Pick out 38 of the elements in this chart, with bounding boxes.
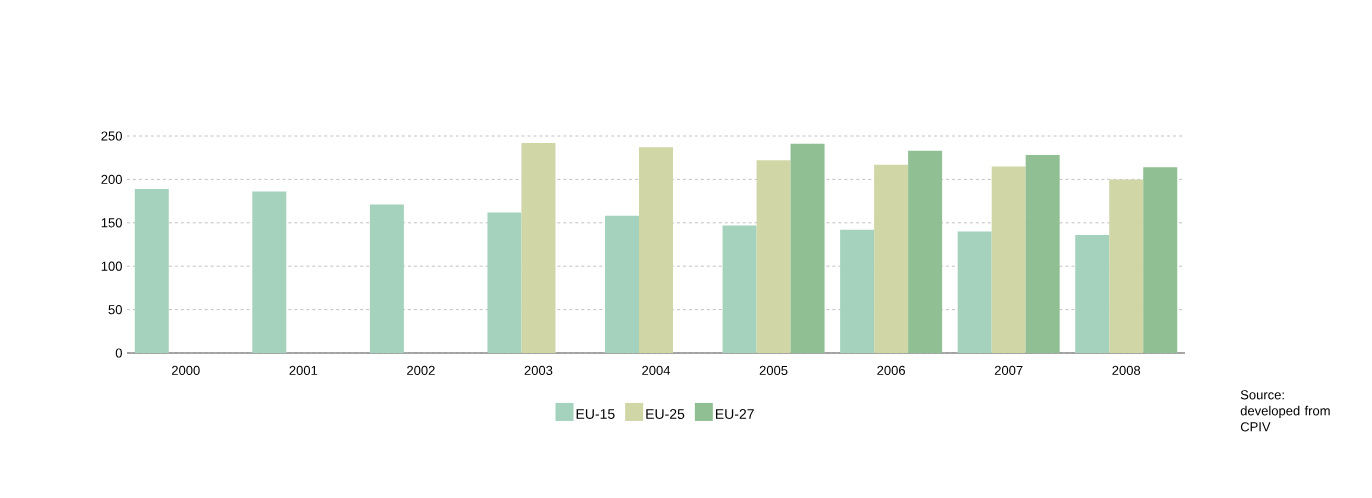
bar — [369, 204, 404, 353]
bar — [840, 229, 875, 353]
bar — [252, 191, 287, 353]
legend-label: EU-27 — [715, 409, 754, 419]
x-tick-label: 2005 — [759, 365, 788, 375]
x-tick-label: 2004 — [642, 365, 671, 375]
bar — [487, 212, 522, 353]
bar — [722, 225, 757, 353]
y-tick-label: 0 — [115, 348, 122, 358]
bar — [605, 215, 640, 353]
bar — [1143, 167, 1178, 353]
bar — [134, 188, 169, 353]
legend-label: EU-15 — [576, 409, 615, 419]
y-tick-label: 250 — [101, 131, 122, 141]
y-tick-label: 100 — [101, 261, 122, 271]
bar — [639, 147, 674, 353]
x-tick-label: 2003 — [524, 365, 553, 375]
bar — [874, 164, 909, 353]
bar — [991, 166, 1026, 353]
y-tick-label: 50 — [108, 305, 122, 315]
x-tick-label: 2007 — [994, 365, 1023, 375]
legend-label: EU-25 — [646, 409, 685, 419]
y-tick-label: 150 — [101, 218, 122, 228]
x-tick-label: 2001 — [289, 365, 318, 375]
bar — [1025, 155, 1060, 353]
x-tick-label: 2006 — [877, 365, 905, 375]
bar — [908, 150, 943, 353]
bar — [521, 142, 556, 353]
x-tick-label: 2008 — [1112, 365, 1141, 375]
source-note: Source: developed from CPIV — [1240, 390, 1330, 432]
x-tick-label: 2000 — [171, 365, 200, 375]
bar — [790, 143, 825, 353]
bar — [1075, 234, 1110, 353]
x-tick-label: 2002 — [407, 365, 435, 375]
bar — [957, 231, 992, 353]
y-tick-label: 200 — [101, 174, 122, 184]
bar — [1109, 179, 1144, 353]
bar — [756, 160, 791, 353]
